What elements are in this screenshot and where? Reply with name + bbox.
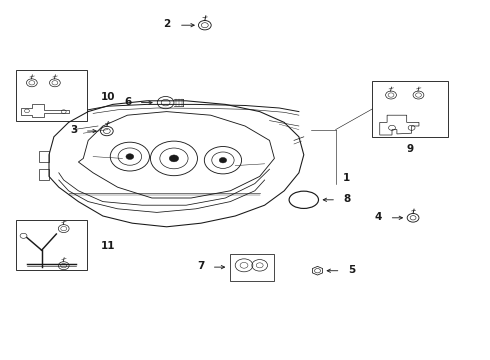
Text: 3: 3	[70, 125, 77, 135]
Circle shape	[169, 155, 179, 162]
Text: 8: 8	[343, 194, 350, 204]
Circle shape	[126, 154, 134, 159]
Text: 9: 9	[407, 144, 414, 154]
Text: 1: 1	[343, 173, 350, 183]
Text: 2: 2	[163, 19, 171, 30]
Text: 11: 11	[100, 240, 115, 251]
Circle shape	[219, 157, 227, 163]
Bar	[372, 81, 448, 137]
Text: 10: 10	[100, 92, 115, 102]
Text: 5: 5	[348, 265, 355, 275]
Bar	[230, 253, 274, 281]
Text: 6: 6	[124, 97, 131, 107]
Text: 7: 7	[197, 261, 205, 271]
Bar	[16, 220, 87, 270]
Bar	[16, 70, 87, 121]
Text: 4: 4	[375, 212, 382, 222]
